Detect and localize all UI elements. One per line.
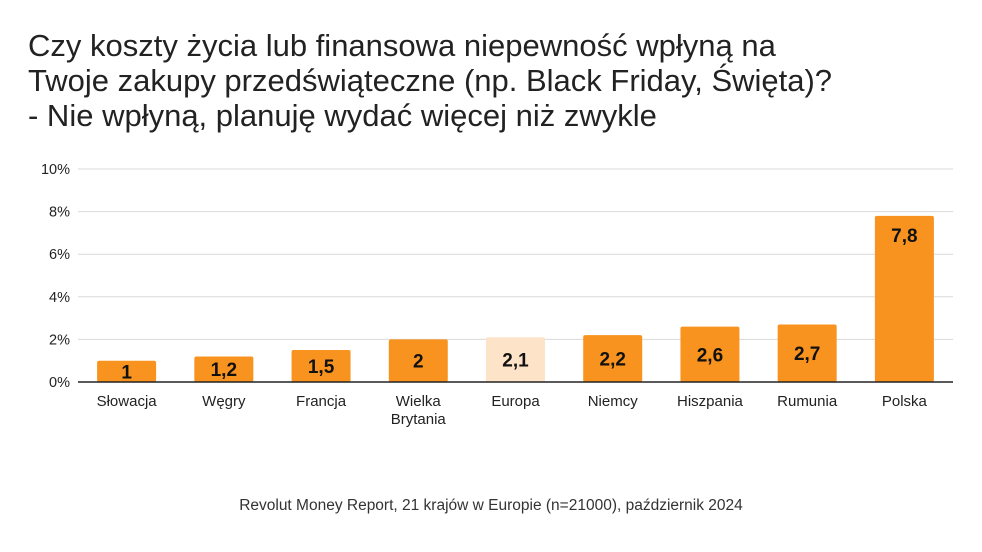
x-tick-label: Polska — [882, 393, 928, 410]
bar — [388, 339, 448, 382]
chart-title-line-3: - Nie wpłyną, planuję wydać więcej niż z… — [28, 98, 657, 133]
data-label: 2,2 — [600, 350, 626, 371]
x-tick-label: Europa — [491, 393, 540, 410]
y-tick-label: 8% — [49, 205, 70, 221]
chart-title-line-1: Czy koszty życia lub finansowa niepewnoś… — [28, 28, 776, 63]
bar — [194, 356, 254, 382]
bar — [291, 350, 351, 382]
data-label: 2,6 — [697, 345, 723, 366]
x-tick-label: Węgry — [202, 393, 246, 410]
bar — [777, 324, 837, 382]
data-label: 1,2 — [211, 360, 237, 381]
x-tick-label: Hiszpania — [677, 393, 744, 410]
source-note: Revolut Money Report, 21 krajów w Europi… — [239, 497, 743, 514]
data-label: 2 — [413, 352, 424, 373]
bar — [680, 326, 740, 382]
bar — [486, 337, 545, 382]
y-tick-label: 4% — [49, 290, 70, 306]
y-tick-label: 2% — [49, 332, 70, 348]
x-tick-label: Rumunia — [777, 393, 838, 410]
chart-title: Czy koszty życia lub finansowa niepewnoś… — [28, 28, 968, 133]
bar — [97, 360, 157, 382]
x-tick-label: Brytania — [391, 411, 447, 428]
y-tick-label: 10% — [41, 162, 70, 178]
chart-title-line-2: Twoje zakupy przedświąteczne (np. Black … — [28, 63, 833, 98]
bar — [583, 335, 643, 382]
y-tick-label: 6% — [49, 247, 70, 263]
data-label: 7,8 — [891, 226, 917, 247]
data-label: 1 — [121, 362, 132, 383]
data-label: 2,1 — [502, 351, 529, 372]
x-tick-label: Niemcy — [588, 393, 639, 410]
x-tick-label: Francja — [296, 393, 347, 410]
data-label: 2,7 — [794, 344, 820, 365]
y-tick-label: 0% — [49, 375, 70, 391]
data-label: 1,5 — [308, 357, 335, 378]
x-tick-label: Wielka — [396, 393, 442, 410]
x-tick-label: Słowacja — [97, 393, 158, 410]
bar — [874, 215, 934, 382]
